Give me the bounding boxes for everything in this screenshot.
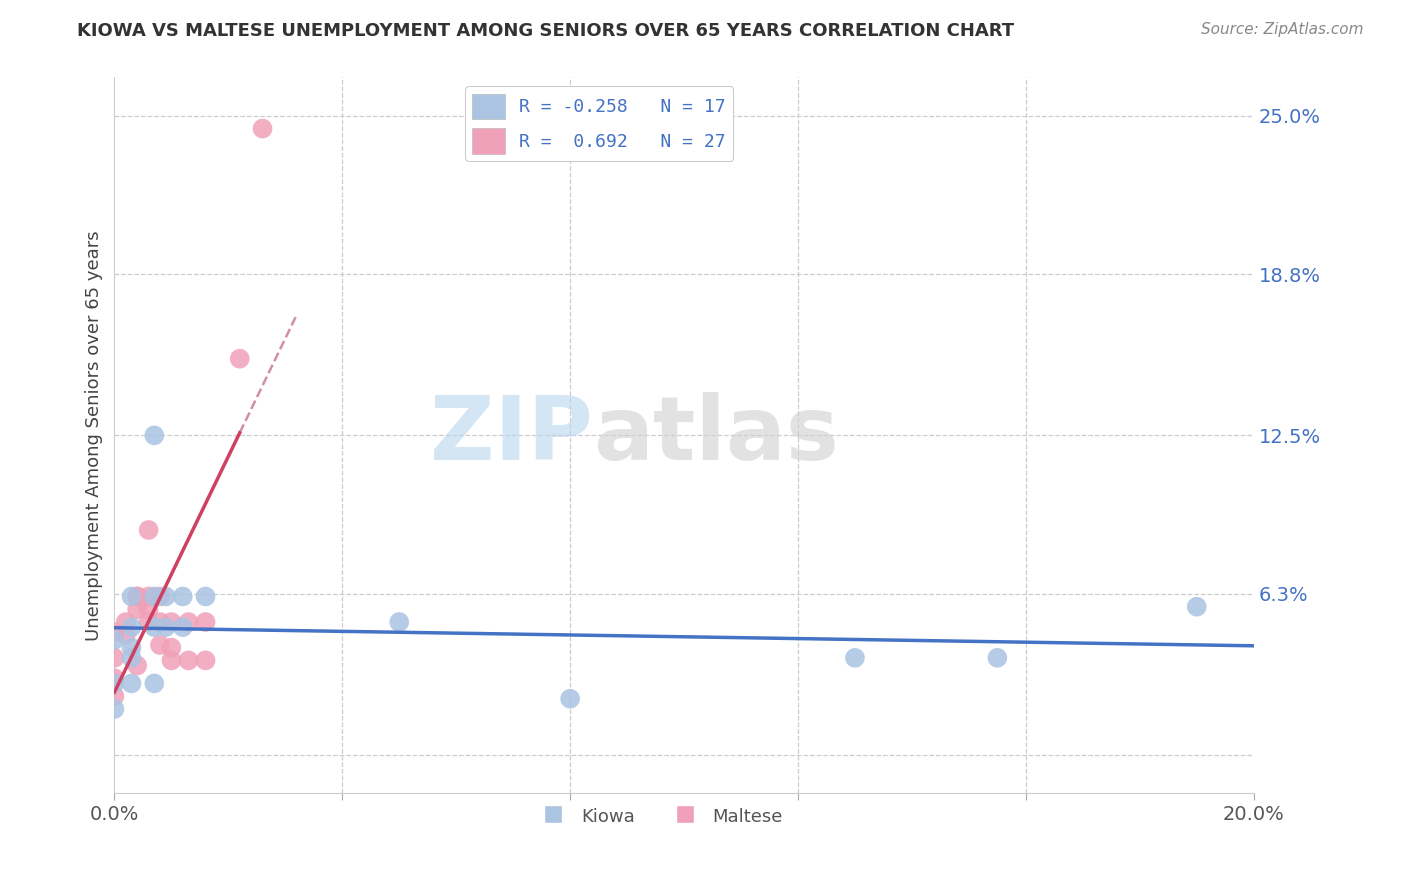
Point (103, 702, 125, 716)
Point (143, 620, 166, 634)
Point (160, 615, 183, 629)
Point (103, 632, 125, 647)
Point (138, 602, 160, 616)
Point (103, 650, 125, 665)
Point (103, 689, 125, 703)
Point (127, 590, 149, 604)
Point (127, 590, 149, 604)
Legend: Kiowa, Maltese: Kiowa, Maltese (533, 798, 790, 834)
Text: KIOWA VS MALTESE UNEMPLOYMENT AMONG SENIORS OVER 65 YEARS CORRELATION CHART: KIOWA VS MALTESE UNEMPLOYMENT AMONG SENI… (77, 22, 1015, 40)
Point (114, 628, 136, 642)
Point (194, 653, 217, 667)
Point (138, 615, 160, 629)
Point (172, 620, 194, 634)
Point (155, 590, 177, 604)
Point (1185, 599, 1208, 614)
Text: ZIP: ZIP (430, 392, 593, 479)
Point (160, 653, 183, 667)
Point (229, 351, 252, 366)
Point (138, 523, 160, 537)
Point (252, 121, 274, 136)
Point (160, 640, 183, 655)
Point (149, 638, 172, 652)
Point (155, 620, 177, 634)
Point (121, 590, 143, 604)
Point (103, 671, 125, 685)
Point (127, 658, 149, 673)
Point (844, 650, 866, 665)
Text: Source: ZipAtlas.com: Source: ZipAtlas.com (1201, 22, 1364, 37)
Point (121, 650, 143, 665)
Point (143, 428, 166, 442)
Point (558, 691, 581, 706)
Point (103, 676, 125, 690)
Y-axis label: Unemployment Among Seniors over 65 years: Unemployment Among Seniors over 65 years (86, 230, 103, 640)
Point (121, 620, 143, 634)
Point (177, 653, 200, 667)
Point (127, 602, 149, 616)
Point (143, 590, 166, 604)
Point (172, 590, 194, 604)
Point (121, 676, 143, 690)
Point (121, 640, 143, 655)
Point (143, 676, 166, 690)
Point (149, 590, 172, 604)
Point (103, 625, 125, 640)
Point (149, 615, 172, 629)
Point (114, 615, 136, 629)
Point (194, 615, 217, 629)
Point (177, 615, 200, 629)
Point (388, 615, 411, 629)
Point (194, 590, 217, 604)
Point (138, 590, 160, 604)
Point (986, 650, 1008, 665)
Text: atlas: atlas (593, 392, 839, 479)
